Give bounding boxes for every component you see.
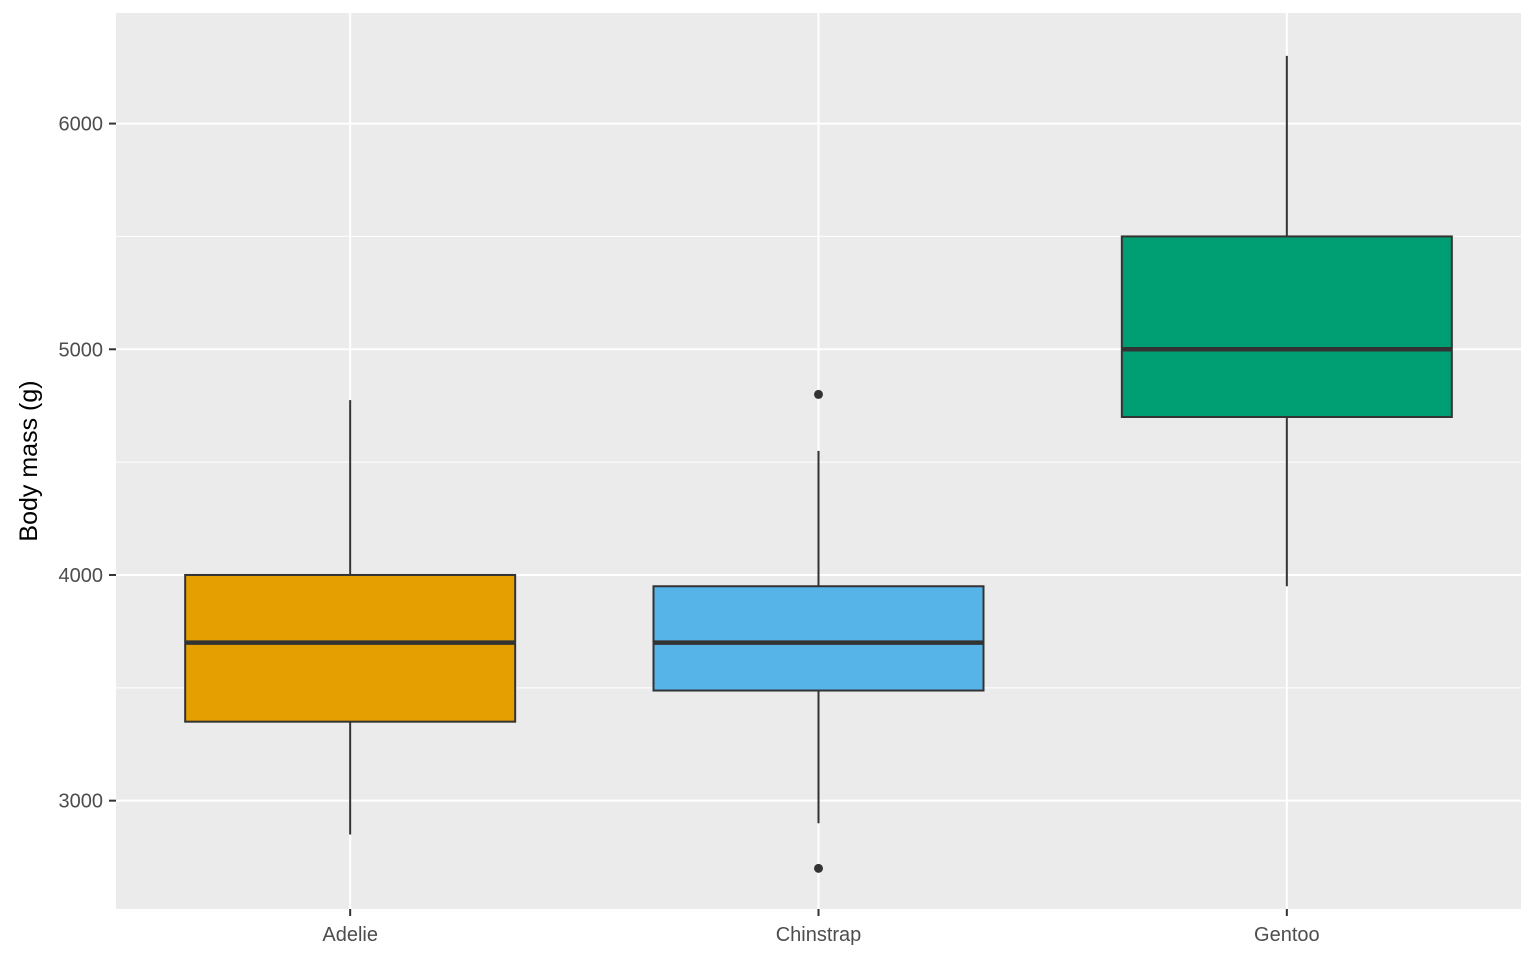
y-tick-label: 6000 (59, 114, 104, 136)
boxes-layer (184, 55, 1453, 873)
box-gentoo (1120, 55, 1453, 587)
box-body (1120, 235, 1453, 418)
y-tick-label: 3000 (59, 791, 104, 813)
box-adelie (184, 400, 517, 835)
box-chinstrap (652, 389, 985, 873)
x-axis: Adelie Chinstrap Gentoo (322, 909, 1320, 946)
y-axis: 3000 4000 5000 6000 (59, 114, 116, 813)
x-tick-label: Chinstrap (776, 924, 862, 946)
outlier-point (814, 389, 823, 399)
outlier-point (814, 863, 823, 873)
box-body (652, 585, 985, 692)
y-axis-title: Body mass (g) (15, 380, 43, 541)
y-tick-label: 5000 (59, 339, 104, 361)
box-body (184, 573, 517, 723)
x-tick-label: Gentoo (1254, 924, 1320, 946)
y-tick-label: 4000 (59, 565, 104, 587)
x-tick-label: Adelie (322, 924, 378, 946)
